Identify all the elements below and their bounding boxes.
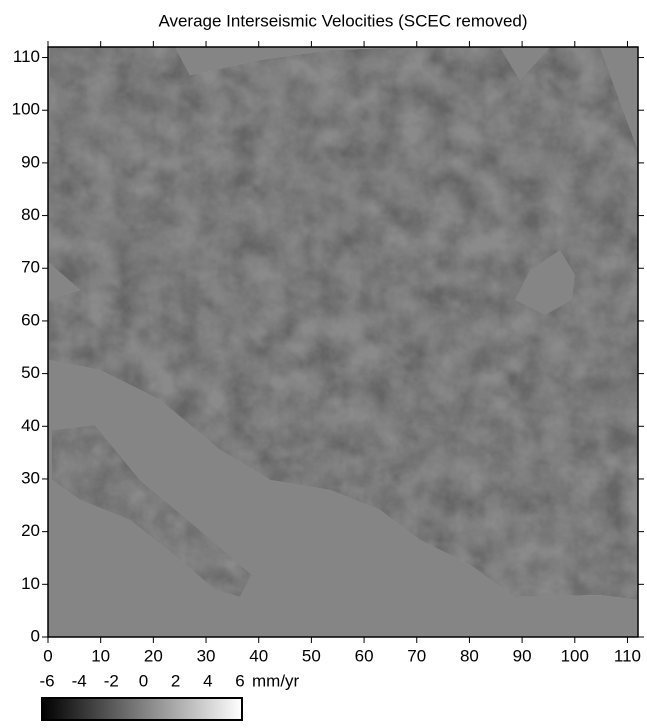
colorbar-tick-label: 6: [235, 671, 244, 690]
colorbar-tick-label: -4: [72, 671, 87, 690]
chart-title: Average Interseismic Velocities (SCEC re…: [158, 11, 527, 30]
x-tick-label: 110: [614, 646, 641, 665]
x-tick-label: 0: [43, 646, 52, 665]
y-tick-label: 50: [21, 363, 40, 382]
x-tick-label: 10: [91, 646, 110, 665]
x-tick-label: 40: [249, 646, 268, 665]
colorbar-tick-label: 2: [171, 671, 180, 690]
velocity-field: [48, 47, 638, 600]
x-tick-label: 100: [561, 646, 589, 665]
x-tick-label: 90: [513, 646, 532, 665]
colorbar-unit: mm/yr: [252, 671, 300, 690]
x-tick-label: 20: [144, 646, 163, 665]
colorbar-tick-label: 0: [139, 671, 148, 690]
y-tick-label: 20: [21, 521, 40, 540]
y-tick-label: 60: [21, 310, 40, 329]
x-tick-label: 70: [407, 646, 426, 665]
y-tick-label: 70: [21, 258, 40, 277]
y-tick-label: 30: [21, 468, 40, 487]
y-tick-label: 80: [21, 205, 40, 224]
y-tick-label: 110: [13, 47, 40, 66]
x-tick-label: 50: [302, 646, 321, 665]
plot-frame: [47, 46, 639, 638]
colorbar-tick-label: 4: [203, 671, 212, 690]
colorbar: [41, 697, 243, 721]
y-tick-label: 90: [21, 152, 40, 171]
data-gap: [515, 250, 575, 315]
y-tick-label: 100: [12, 100, 40, 119]
colorbar-tick-label: -6: [39, 671, 54, 690]
y-tick-label: 0: [31, 626, 40, 645]
colorbar-tick-label: -2: [104, 671, 119, 690]
x-tick-label: 80: [460, 646, 479, 665]
y-tick-label: 40: [21, 416, 40, 435]
x-tick-label: 60: [355, 646, 374, 665]
x-tick-label: 30: [197, 646, 216, 665]
y-tick-label: 10: [21, 574, 40, 593]
